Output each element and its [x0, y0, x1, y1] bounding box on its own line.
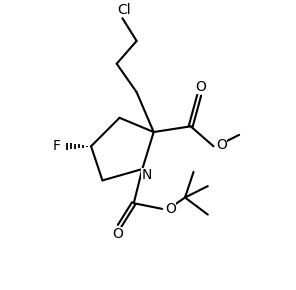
- Text: N: N: [141, 168, 152, 182]
- Text: O: O: [113, 227, 123, 241]
- Text: O: O: [195, 80, 206, 94]
- Text: F: F: [53, 139, 61, 153]
- Text: O: O: [165, 202, 176, 216]
- Text: O: O: [216, 138, 227, 152]
- Text: Cl: Cl: [117, 3, 131, 17]
